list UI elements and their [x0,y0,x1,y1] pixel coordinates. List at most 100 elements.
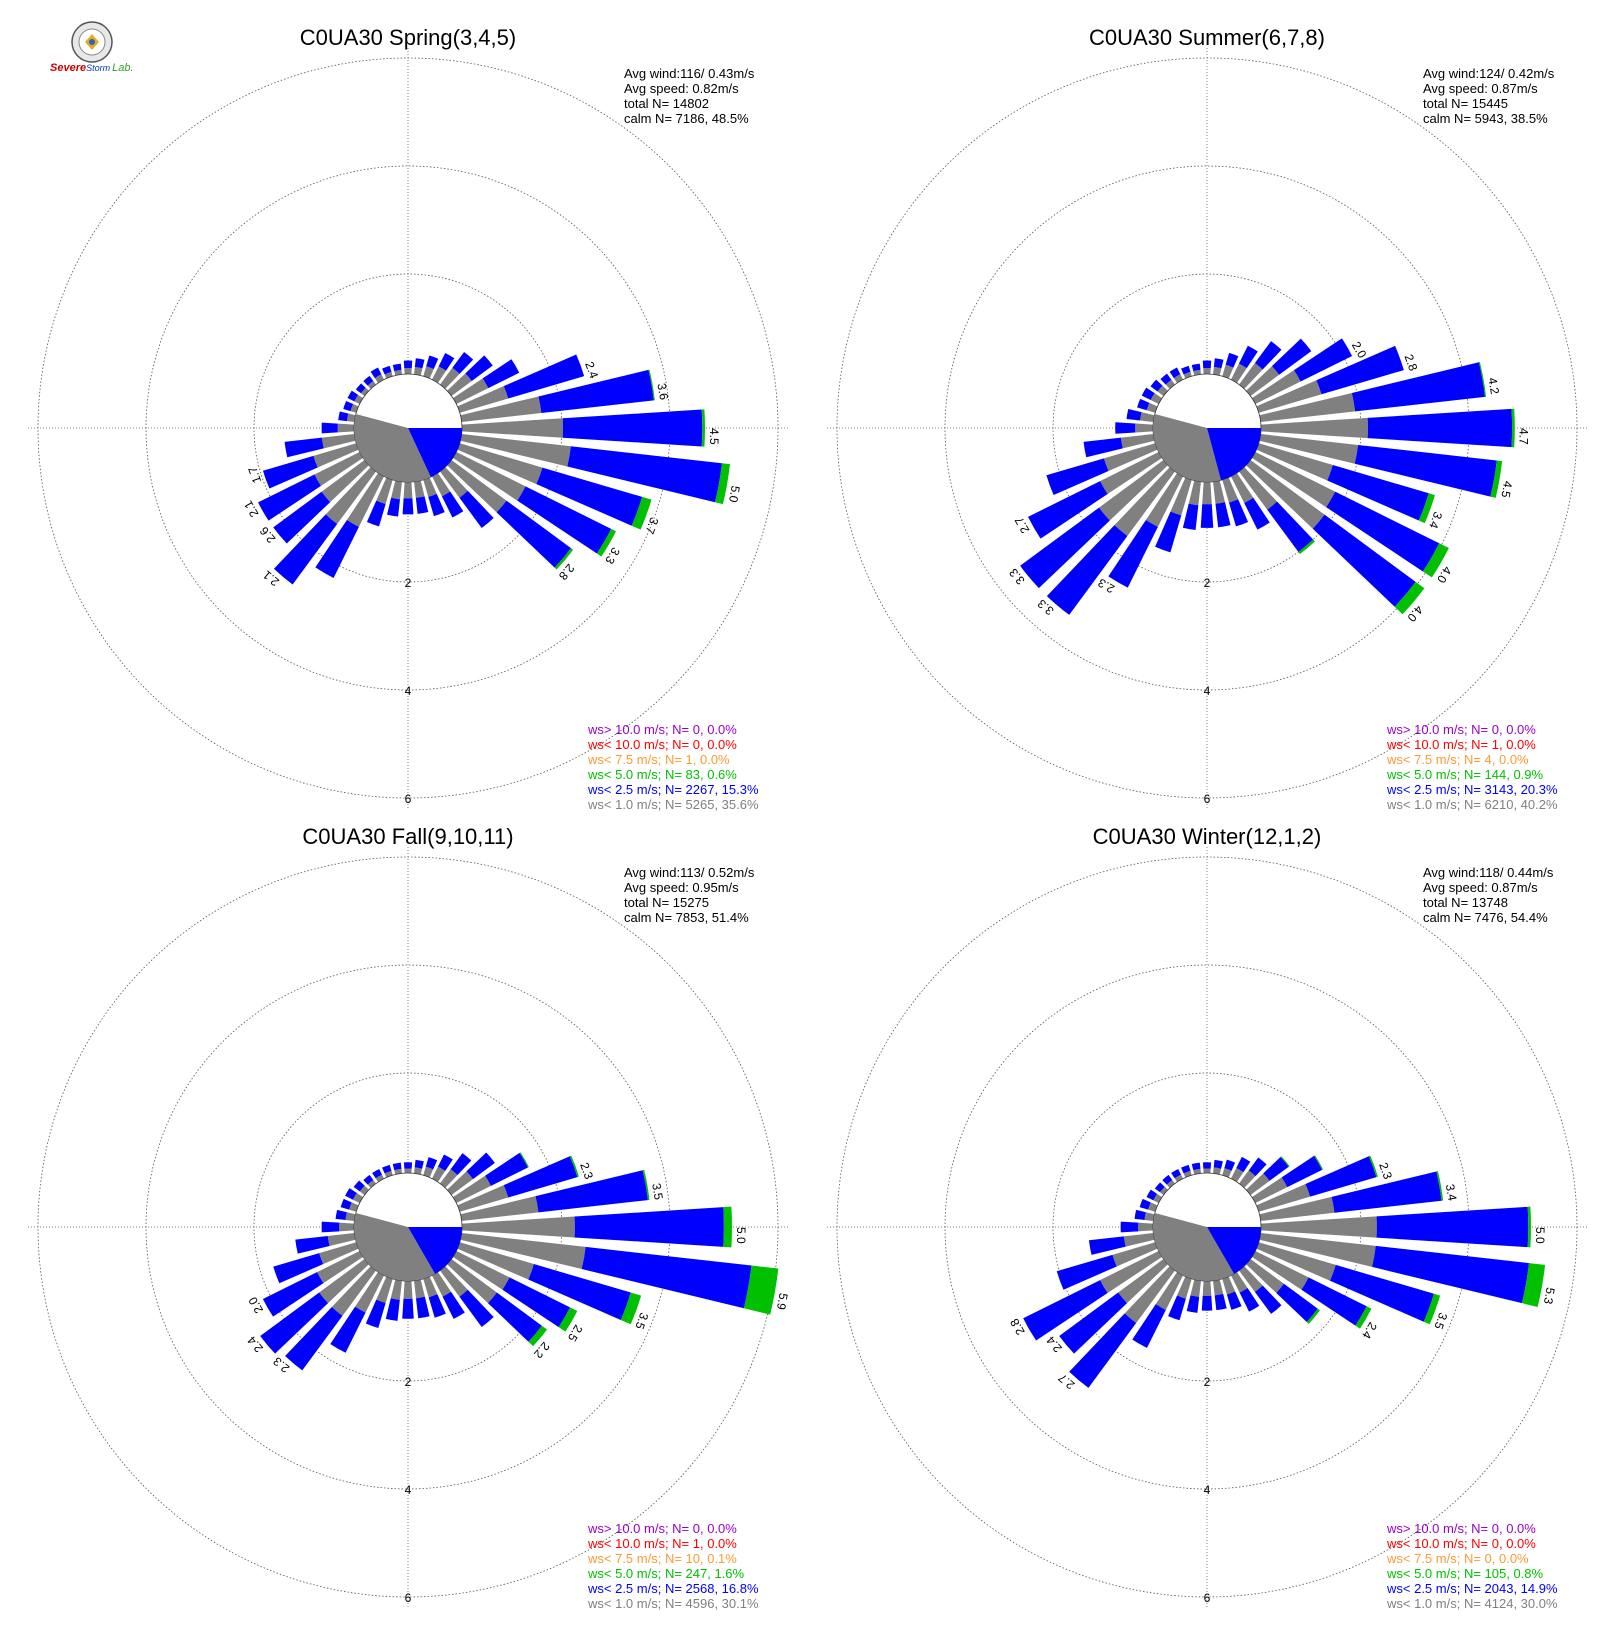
bar-label-80: 3.6 [654,382,671,401]
bar-30-lt2_5 [1236,1156,1251,1173]
bar-220-lt1 [1114,467,1175,537]
bar-100-lt2_5 [1354,444,1497,497]
bar-220-lt1 [1124,1266,1175,1324]
chart-title: C0UA30 Fall(9,10,11) [302,824,513,849]
bar-190-lt2_5 [1186,1295,1200,1313]
bar-120-lt1 [452,1251,510,1290]
stat-line-0: Avg wind:124/ 0.42m/s [1423,66,1555,81]
bar-30-lt1 [432,366,447,384]
bar-200-lt2_5 [1168,1295,1186,1321]
bar-260-lt1 [1123,1233,1155,1247]
bar-100-lt1 [1259,434,1359,464]
ring-label-1: 4 [405,1483,412,1497]
legend-entry-4: ws< 2.5 m/s; N= 2267, 15.3% [587,782,759,797]
bar-240-lt2_5 [1023,1280,1108,1341]
bar-300-lt1 [1153,1193,1163,1203]
bar-label-250: 1.7 [245,464,264,485]
calm-gray-sector [1153,414,1221,483]
bar-60-lt2_5 [482,359,520,389]
bar-280-lt1 [1144,1212,1155,1221]
bar-290-lt1 [1148,1202,1158,1212]
bar-90-lt2_5 [562,409,703,447]
chart-title: C0UA30 Spring(3,4,5) [300,25,516,50]
stat-line-3: calm N= 5943, 38.5% [1423,111,1548,126]
bar-220-lt1 [331,1266,376,1316]
bar-170-lt1 [1213,1279,1224,1296]
bar-220-lt2_5 [1069,1313,1137,1388]
bar-310-lt2_5 [355,383,366,394]
bar-180-lt1 [1202,481,1212,505]
bar-320-lt1 [367,1179,376,1188]
stat-line-0: Avg wind:113/ 0.52m/s [624,865,755,880]
bar-100-lt5 [743,1265,779,1315]
bar-label-110: 3.5 [632,1311,651,1332]
bar-330-lt2_5 [370,367,382,379]
bar-200-lt2_5 [366,500,386,527]
bar-40-lt2_5 [450,1153,472,1175]
bar-190-lt2_5 [385,1298,400,1321]
bar-150-lt2_5 [441,491,464,518]
bar-label-100: 5.3 [1541,1286,1558,1305]
bar-240-lt2_5 [262,1272,324,1317]
bar-130-lt5 [1394,581,1425,615]
stat-line-2: total N= 15445 [1423,96,1508,111]
bar-60-lt5 [519,1152,529,1168]
bar-260-lt2_5 [1088,1236,1126,1255]
bar-190-lt2_5 [387,497,400,517]
bar-230-lt1 [1098,460,1168,521]
bar-30-lt1 [1231,1167,1244,1183]
bar-10-lt2_5 [414,358,425,369]
bar-160-lt1 [1222,477,1239,503]
bar-280-lt1 [345,1212,356,1221]
bar-40-lt1 [1239,1170,1256,1188]
bar-140-lt2_5 [459,490,494,528]
bar-110-lt1 [1256,1242,1336,1281]
bar-280-lt1 [346,413,356,422]
legend-entry-5: ws< 1.0 m/s; N= 6210, 40.2% [1386,797,1558,812]
bar-20-lt1 [1222,1168,1232,1178]
bar-30-lt2_5 [438,353,455,371]
bar-150-lt1 [1231,1271,1248,1293]
bar-330-lt2_5 [372,1168,383,1179]
bar-260-lt2_5 [295,1235,330,1254]
bar-210-lt2_5 [1132,1304,1166,1348]
bar-240-lt1 [317,1251,364,1284]
bar-250-lt2_5 [262,455,318,489]
bar-100-lt5 [1490,460,1503,498]
bar-30-lt1 [1231,363,1247,384]
bar-340-lt2_5 [1181,365,1191,375]
logo-text-storm: Storm [86,63,111,73]
bar-190-lt1 [1188,480,1201,506]
bar-50-lt2_5 [466,1152,495,1180]
bar-60-lt2_5 [1294,338,1353,382]
legend-entry-4: ws< 2.5 m/s; N= 2043, 14.9% [1386,1581,1558,1596]
bar-120-lt1 [1251,452,1336,508]
stat-line-2: total N= 14802 [624,96,709,111]
bar-180-lt2_5 [1201,1295,1213,1311]
bar-180-lt2_5 [402,1298,414,1319]
bar-70-lt5 [569,1155,579,1178]
bar-250-lt1 [1112,1242,1158,1267]
bar-110-lt5 [631,496,652,530]
bar-320-lt2_5 [363,1174,374,1185]
bar-110-lt1 [457,443,543,485]
bar-20-lt2_5 [1225,352,1239,368]
bar-140-lt1 [1239,467,1278,510]
bar-240-lt1 [1100,452,1163,495]
bar-320-lt1 [1166,1179,1175,1188]
bar-130-lt5 [1306,1308,1321,1324]
bar-170-lt1 [414,1279,425,1299]
bar-70-lt5 [1368,1155,1378,1178]
bar-100-lt1 [460,1233,586,1270]
bar-60-lt1 [1251,1177,1288,1203]
bar-260-lt1 [321,434,356,449]
bar-330-lt1 [375,1174,384,1183]
bar-280-lt2_5 [1134,1209,1146,1220]
bar-140-lt5 [1298,539,1315,555]
bar-10-lt1 [1213,1167,1222,1175]
stat-line-1: Avg speed: 0.82m/s [624,81,739,96]
bar-170-lt1 [414,480,425,498]
bar-label-240: 2.0 [245,1294,266,1316]
bar-50-lt5 [1280,1156,1290,1167]
